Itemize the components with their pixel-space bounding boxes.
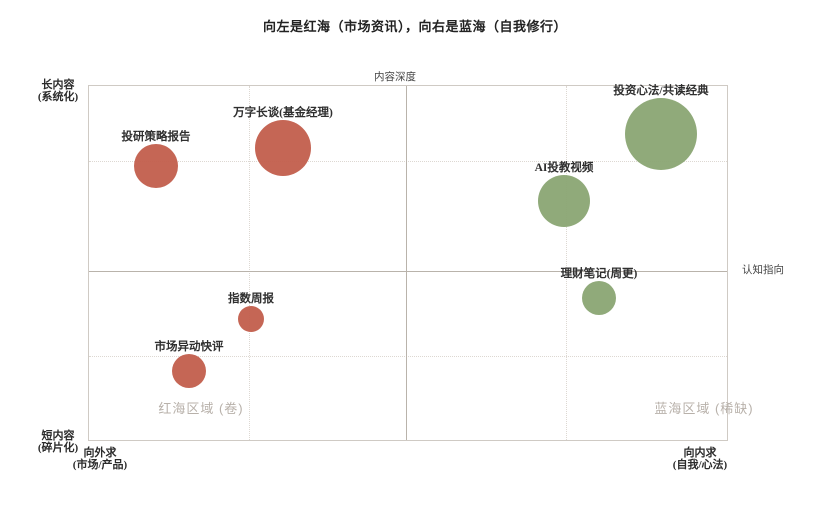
gridline-vertical — [566, 86, 567, 440]
y-axis-bottom-label: 短内容 (碎片化) — [28, 430, 88, 454]
x-axis-left-line2: (市场/产品) — [72, 459, 128, 471]
plot-area: 红海区域 (卷) 蓝海区域 (稀缺) 投研策略报告 万字长谈(基金经理) 指数周报市… — [88, 85, 753, 441]
bubble-label: AI投教视频 — [534, 162, 594, 174]
gridline-vertical — [249, 86, 250, 440]
y-axis-top-label: 长内容 (系统化) — [28, 79, 88, 103]
bubble-label: 万字长谈(基金经理) — [233, 107, 333, 119]
x-axis-right-label: 向内求 (自我/心法) — [664, 447, 736, 471]
bubble-万字长谈(基金经理) — [255, 120, 311, 176]
horizontal-axis-line — [89, 271, 727, 272]
bubble-label: 投资心法/共读经典 — [613, 85, 709, 97]
y-axis-top-line2: (系统化) — [37, 91, 79, 103]
y-axis-bottom-line2: (碎片化) — [37, 442, 79, 454]
y-axis-name: 内容深度 — [374, 72, 416, 83]
bubble-理财笔记(周更) — [582, 281, 616, 315]
vertical-axis-line — [406, 86, 407, 440]
x-axis-left-line1: 向外求 — [83, 447, 117, 459]
quadrant-label-red-ocean: 红海区域 (卷) — [158, 401, 244, 416]
bubble-label: 市场异动快评 — [154, 341, 224, 353]
bubble-指数周报 — [238, 306, 264, 332]
bubble-投资心法/共读经典 — [625, 98, 697, 170]
bubble-AI投教视频 — [538, 175, 590, 227]
x-axis-right-line2: (自我/心法) — [672, 459, 728, 471]
bubble-投研策略报告 — [134, 144, 178, 188]
chart-title: 向左是红海（市场资讯），向右是蓝海（自我修行） — [262, 19, 567, 34]
x-axis-name: 认知指向 — [742, 265, 784, 276]
x-axis-right-line1: 向内求 — [683, 447, 717, 459]
bubble-市场异动快评 — [172, 354, 206, 388]
bubble-label: 理财笔记(周更) — [560, 268, 638, 280]
gridline-horizontal — [89, 356, 727, 357]
bubble-label: 投研策略报告 — [121, 131, 191, 143]
y-axis-bottom-line1: 短内容 — [41, 430, 75, 442]
gridline-horizontal — [89, 161, 727, 162]
x-axis-left-label: 向外求 (市场/产品) — [64, 447, 136, 471]
bubble-label: 指数周报 — [228, 293, 274, 305]
y-axis-top-line1: 长内容 — [41, 79, 75, 91]
quadrant-label-blue-ocean: 蓝海区域 (稀缺) — [654, 401, 754, 416]
